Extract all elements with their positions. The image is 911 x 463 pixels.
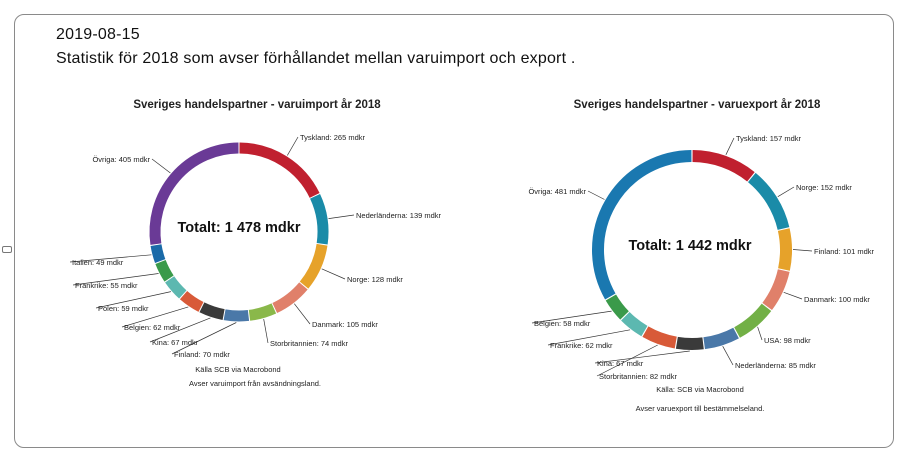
export-slice-finland [777, 228, 792, 271]
export-label-frankrike: Frankrike: 62 mdkr [550, 341, 613, 350]
export-leader-kina [594, 350, 690, 364]
export-leader-frankrike [547, 329, 631, 346]
import-label-tyskland: Tyskland: 265 mdkr [300, 133, 366, 142]
import-leader-finland [171, 322, 237, 355]
import-leader-polen [95, 291, 171, 309]
export-slice-övriga [592, 150, 692, 300]
import-donut [149, 142, 329, 322]
export-source: Källa: SCB via Macrobond [656, 385, 744, 394]
export-label-övriga: Övriga: 481 mdkr [528, 187, 586, 196]
import-slice-kina [199, 302, 225, 320]
export-leader-storbritannien [596, 344, 658, 377]
import-slice-tyskland [239, 142, 320, 198]
export-slice-norge [747, 172, 790, 231]
page-date: 2019-08-15 [56, 26, 140, 43]
export-leader-usa [757, 326, 763, 341]
export-chart-title: Sveriges handelspartner - varuexport år … [574, 99, 821, 111]
export-total-label: Totalt: 1 442 mdkr [628, 238, 751, 254]
export-donut [592, 150, 792, 350]
import-label-belgien: Belgien: 62 mdkr [124, 323, 181, 332]
export-slice-belgien [605, 294, 629, 320]
import-label-frankrike: Frankrike: 55 mdkr [75, 281, 138, 290]
import-slice-italien [150, 244, 166, 263]
export-slice-storbritannien [642, 326, 677, 349]
import-leader-storbritannien [263, 319, 269, 344]
import-total-label: Totalt: 1 478 mdkr [177, 220, 300, 236]
content-frame [14, 14, 894, 448]
export-slice-tyskland [692, 150, 755, 182]
import-leader-danmark [294, 303, 311, 325]
import-leader-tyskland [286, 136, 299, 156]
export-label-usa: USA: 98 mdkr [764, 336, 811, 345]
export-leader-danmark [783, 291, 803, 300]
import-note: Avser varuimport från avsändningsland. [189, 379, 321, 388]
import-leader-italien [69, 254, 152, 263]
import-slice-nederländerna [310, 194, 329, 245]
export-label-norge: Norge: 152 mdkr [796, 183, 852, 192]
export-chart: Sveriges handelspartner - varuexport år … [528, 99, 874, 413]
import-chart: Sveriges handelspartner - varuimport år … [69, 99, 442, 388]
import-leader-frankrike [72, 273, 159, 286]
export-label-nederländerna: Nederländerna: 85 mdkr [735, 361, 816, 370]
export-slice-usa [734, 303, 772, 338]
import-slice-övriga [149, 142, 239, 245]
export-leader-belgien [531, 310, 612, 324]
import-slice-finland [223, 309, 250, 322]
import-leader-norge [321, 268, 346, 280]
import-label-storbritannien: Storbritannien: 74 mdkr [270, 339, 348, 348]
import-leader-nederländerna [328, 214, 355, 219]
export-label-belgien: Belgien: 58 mdkr [534, 319, 591, 328]
page-description: Statistik för 2018 som avser förhållande… [56, 50, 576, 67]
window-edge-handle [2, 246, 12, 253]
import-label-norge: Norge: 128 mdkr [347, 275, 403, 284]
import-slice-belgien [179, 290, 204, 312]
export-slice-danmark [762, 269, 790, 311]
export-leader-norge [777, 186, 795, 198]
import-source: Källa SCB via Macrobond [195, 365, 280, 374]
export-slice-nederländerna [703, 327, 739, 350]
import-label-nederländerna: Nederländerna: 139 mdkr [356, 211, 442, 220]
export-labels: Tyskland: 157 mdkr Norge: 152 mdkr Finland… [528, 134, 874, 381]
export-note: Avser varuexport till bestämmelseland. [636, 404, 765, 413]
import-chart-title: Sveriges handelspartner - varuimport år … [133, 99, 381, 111]
import-leader-övriga [151, 158, 171, 174]
export-slice-frankrike [621, 311, 648, 337]
import-label-danmark: Danmark: 105 mdkr [312, 320, 378, 329]
export-leader-övriga [587, 190, 605, 200]
import-labels: Tyskland: 265 mdkr Nederländerna: 139 mdk… [69, 133, 442, 359]
import-leader-belgien [121, 306, 189, 328]
export-label-tyskland: Tyskland: 157 mdkr [736, 134, 802, 143]
export-label-kina: Kina: 67 mdkr [597, 359, 644, 368]
import-label-kina: Kina: 67 mdkr [152, 338, 199, 347]
import-slice-storbritannien [248, 303, 277, 321]
import-slice-danmark [272, 282, 308, 313]
import-label-polen: Polen: 59 mdkr [98, 304, 149, 313]
import-label-finland: Finland: 70 mdkr [174, 350, 230, 359]
export-label-finland: Finland: 101 mdkr [814, 247, 875, 256]
import-label-italien: Italien: 49 mdkr [72, 258, 124, 267]
import-slice-frankrike [155, 259, 174, 282]
import-leader-kina [149, 317, 211, 343]
import-slice-norge [299, 243, 328, 289]
export-leader-tyskland [725, 137, 735, 155]
export-label-storbritannien: Storbritannien: 82 mdkr [599, 372, 677, 381]
import-slice-polen [165, 276, 187, 299]
export-slice-kina [675, 336, 704, 350]
export-label-danmark: Danmark: 100 mdkr [804, 295, 870, 304]
export-leader-finland [792, 249, 813, 252]
export-leader-nederländerna [722, 346, 734, 366]
import-label-övriga: Övriga: 405 mdkr [92, 155, 150, 164]
